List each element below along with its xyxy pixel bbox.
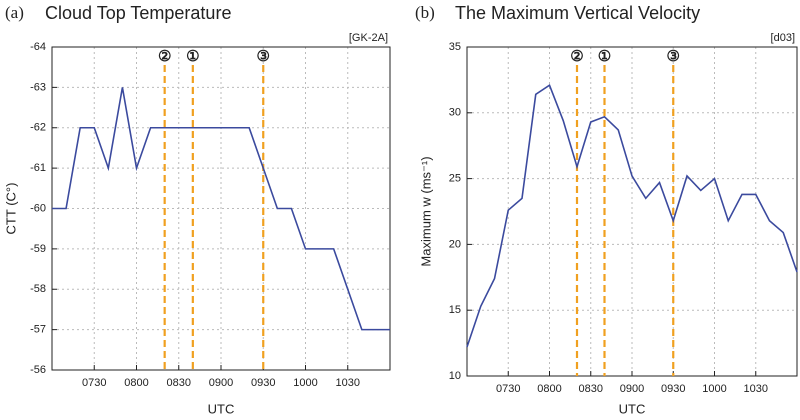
y-tick-label: 25 [449,173,461,185]
event-label: ③ [257,48,270,65]
x-tick-label: 0930 [661,383,685,395]
y-tick-label: -63 [30,81,46,93]
x-tick-label: 0900 [620,383,644,395]
y-axis-label: CTT (C°) [3,183,18,235]
x-tick-label: 1030 [744,383,768,395]
data-line [52,87,390,331]
panel-label: (a) [5,3,24,22]
y-tick-label: -59 [30,243,46,255]
y-tick-label: -57 [30,324,46,336]
x-tick-label: 0800 [537,383,561,395]
plot-frame [466,46,798,377]
data-line [466,83,798,348]
event-label: ③ [667,48,680,65]
event-label: ② [158,48,171,65]
y-tick-label: -60 [30,202,46,214]
chart-title: The Maximum Vertical Velocity [455,3,700,23]
event-label: ① [186,48,199,65]
y-tick-label: -56 [30,364,46,376]
x-tick-label: 1030 [336,377,360,389]
x-tick-label: 1000 [293,377,317,389]
source-tag: [GK-2A] [349,32,388,44]
panel: (b) The Maximum Vertical Velocity [d03] 10 1… [415,3,798,416]
event-label: ① [598,48,611,65]
y-tick-label: 35 [449,41,461,53]
y-tick-label: 15 [449,304,461,316]
panel-label: (b) [415,3,435,22]
x-tick-label: 0800 [124,377,148,389]
x-axis-label: UTC [619,401,646,416]
x-tick-label: 1000 [702,383,726,395]
y-axis-label: Maximum w (ms⁻¹) [418,156,433,266]
x-tick-label: 0730 [496,383,520,395]
y-tick-label: 20 [449,238,461,250]
y-tick-label: -64 [30,41,46,53]
source-tag: [d03] [771,32,795,44]
x-tick-label: 0830 [579,383,603,395]
y-tick-label: -58 [30,283,46,295]
y-tick-label: 10 [449,370,461,382]
x-axis-label: UTC [208,401,235,416]
x-tick-label: 0930 [251,377,275,389]
y-tick-label: -61 [30,162,46,174]
chart-title: Cloud Top Temperature [45,3,231,23]
x-tick-label: 0730 [82,377,106,389]
panel: (a) Cloud Top Temperature [GK-2A] -64 -63 -62… [3,3,391,416]
event-label: ② [570,48,583,65]
x-tick-label: 0900 [209,377,233,389]
y-tick-label: -62 [30,122,46,134]
x-tick-label: 0830 [167,377,191,389]
y-tick-label: 30 [449,107,461,119]
